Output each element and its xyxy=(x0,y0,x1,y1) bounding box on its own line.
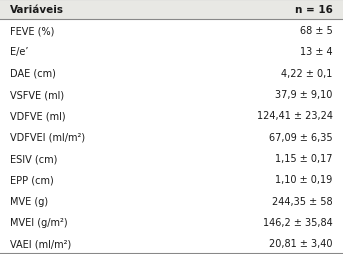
Text: FEVE (%): FEVE (%) xyxy=(10,26,55,36)
Text: VDFVE (ml): VDFVE (ml) xyxy=(10,111,66,121)
Text: DAE (cm): DAE (cm) xyxy=(10,68,56,78)
Text: VAEI (ml/m²): VAEI (ml/m²) xyxy=(10,239,72,248)
Text: 146,2 ± 35,84: 146,2 ± 35,84 xyxy=(263,217,333,227)
Text: E/e’: E/e’ xyxy=(10,47,29,57)
Text: 68 ± 5: 68 ± 5 xyxy=(300,26,333,36)
Text: VDFVEI (ml/m²): VDFVEI (ml/m²) xyxy=(10,132,85,142)
Text: Variáveis: Variáveis xyxy=(10,5,64,15)
Text: n = 16: n = 16 xyxy=(295,5,333,15)
Text: 1,15 ± 0,17: 1,15 ± 0,17 xyxy=(275,153,333,163)
Text: VSFVE (ml): VSFVE (ml) xyxy=(10,90,64,100)
Text: 1,10 ± 0,19: 1,10 ± 0,19 xyxy=(275,175,333,185)
Text: EPP (cm): EPP (cm) xyxy=(10,175,54,185)
Text: 4,22 ± 0,1: 4,22 ± 0,1 xyxy=(281,68,333,78)
Text: 67,09 ± 6,35: 67,09 ± 6,35 xyxy=(269,132,333,142)
Text: 20,81 ± 3,40: 20,81 ± 3,40 xyxy=(269,239,333,248)
Text: 124,41 ± 23,24: 124,41 ± 23,24 xyxy=(257,111,333,121)
Text: 13 ± 4: 13 ± 4 xyxy=(300,47,333,57)
Text: 37,9 ± 9,10: 37,9 ± 9,10 xyxy=(275,90,333,100)
Text: MVEI (g/m²): MVEI (g/m²) xyxy=(10,217,68,227)
Text: 244,35 ± 58: 244,35 ± 58 xyxy=(272,196,333,206)
Text: ESIV (cm): ESIV (cm) xyxy=(10,153,58,163)
Bar xyxy=(0,0,343,20)
Text: MVE (g): MVE (g) xyxy=(10,196,48,206)
